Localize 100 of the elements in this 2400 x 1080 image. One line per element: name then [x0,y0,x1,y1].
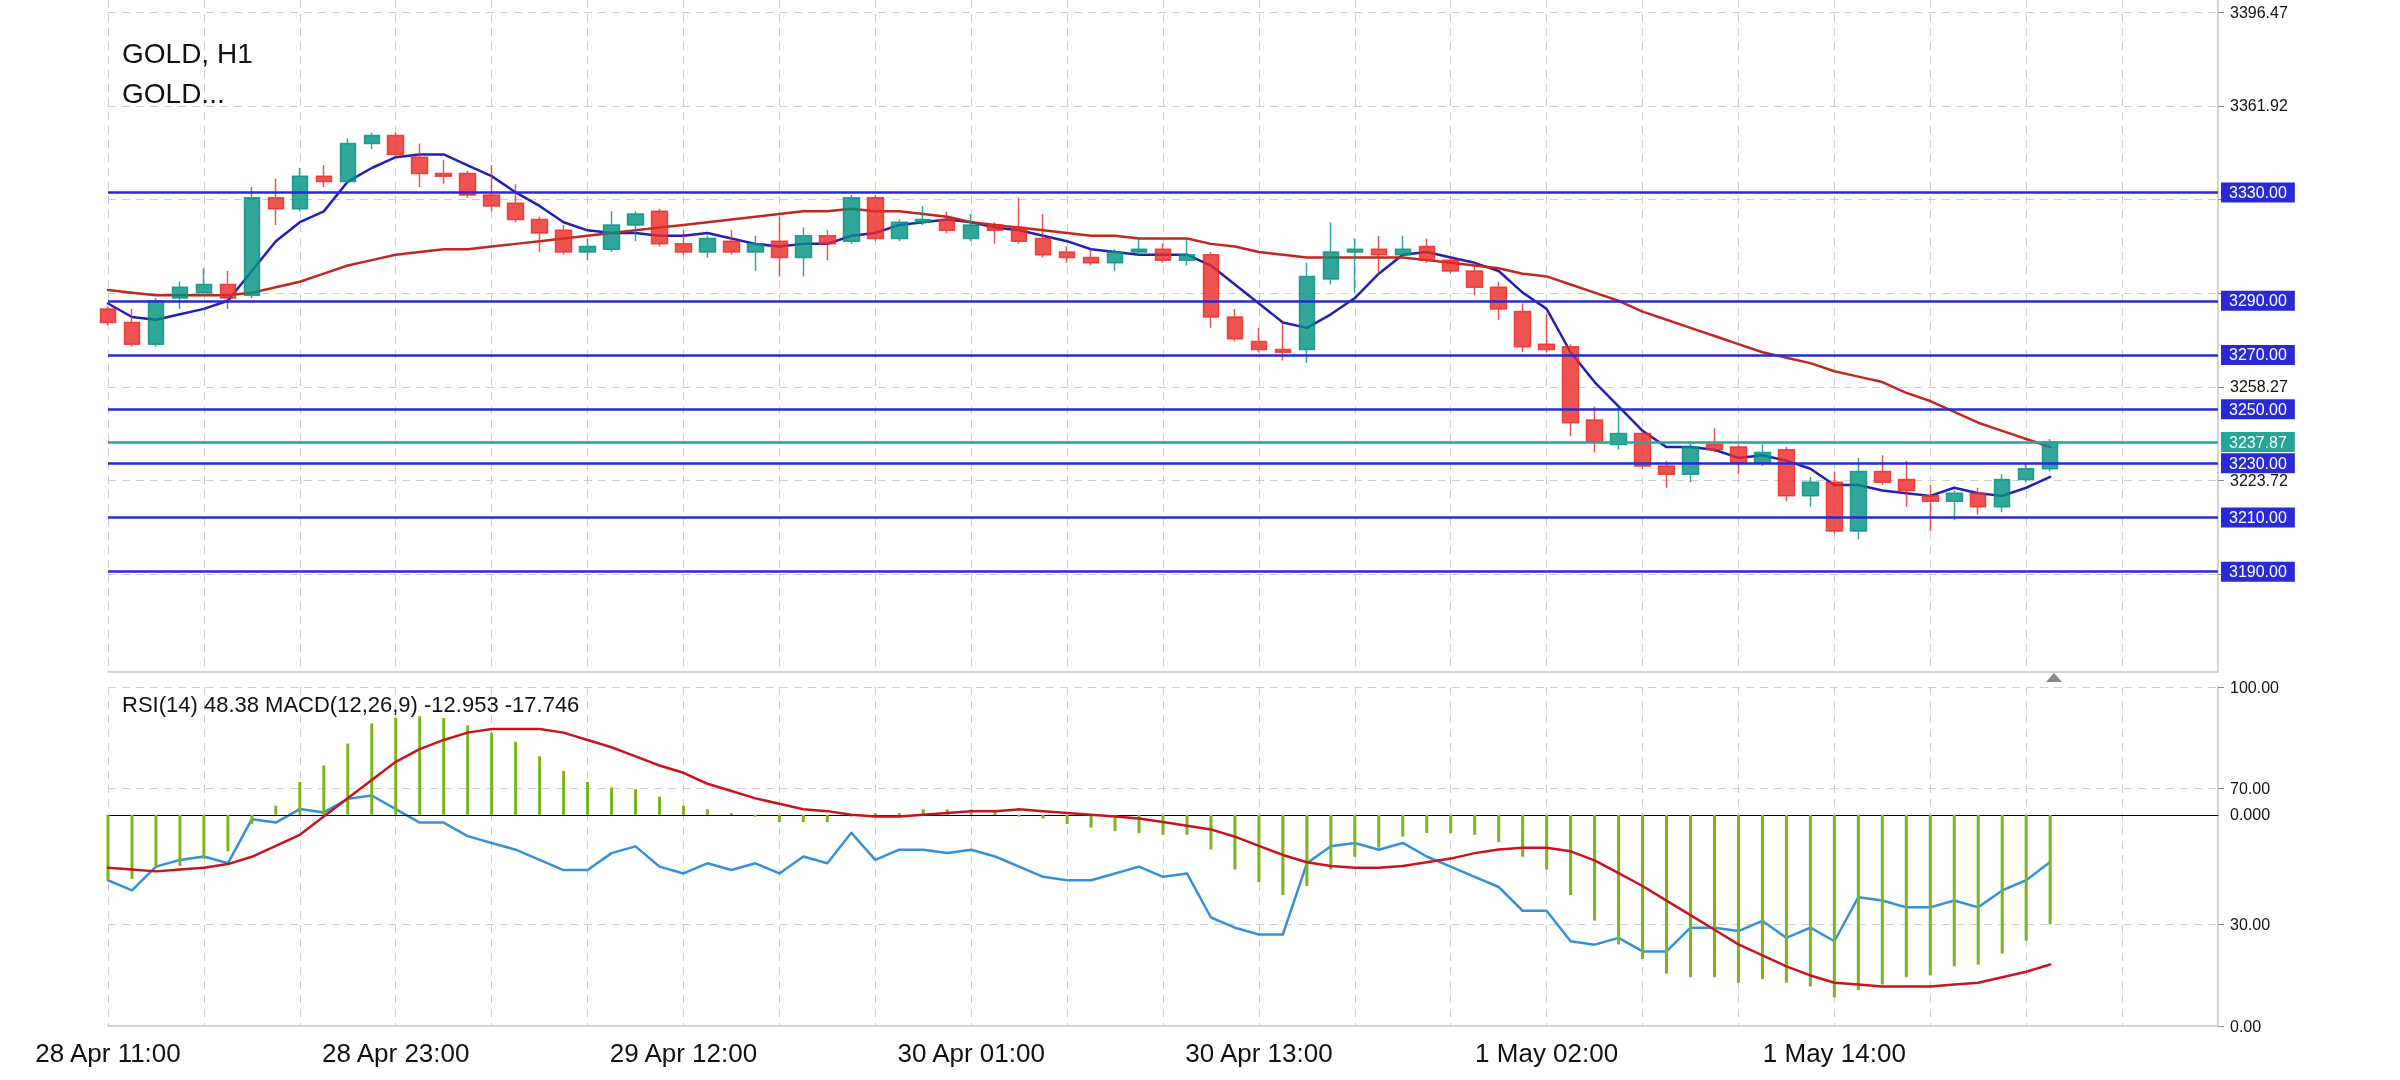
candlestick [1945,489,1964,522]
bar [1617,814,1621,945]
bar [1065,814,1069,824]
ref-line-label: 3237.87 [2229,433,2287,451]
bar [1545,814,1549,870]
x-tick-label: 1 May 14:00 [1762,1038,1906,1068]
bar [1305,814,1309,886]
candlestick [1657,459,1676,489]
candlestick [674,229,693,256]
candlestick [938,210,956,234]
bar [562,770,566,815]
candlestick [866,194,885,242]
bar [298,781,302,815]
candlestick [1993,473,2011,513]
bar [106,814,110,881]
candlestick [1202,251,1220,329]
candlestick [482,164,501,213]
candlestick [1010,197,1028,245]
candlestick [1441,256,1460,275]
candlestick [650,207,669,248]
x-tick-label: 28 Apr 23:00 [321,1038,470,1068]
text: 0.000 [2230,806,2271,824]
bar [586,781,590,815]
candlestick [1561,343,1580,438]
candlestick [1082,248,1100,267]
candlestick [1106,248,1124,272]
candlestick [1969,486,1987,516]
text: GOLD... [122,77,225,109]
bar [1904,814,1908,978]
candlestick [1465,262,1484,297]
bar [825,814,829,823]
candlestick [1801,476,1820,508]
candlestick [1154,243,1172,264]
candlestick [530,216,549,253]
bar [1401,814,1405,837]
candlestick [410,142,429,188]
bar [2024,814,2028,941]
candlestick [1178,237,1196,267]
candlestick [1394,234,1412,259]
y-tick-label: 70.00 [2230,780,2271,798]
bar [514,741,518,815]
ref-line-label: 3250.00 [2229,400,2287,418]
bar [1353,814,1357,857]
bar [466,725,470,815]
x-tick-label: 1 May 02:00 [1475,1038,1619,1068]
bar [394,718,398,815]
candlestick [99,305,117,326]
candlestick [842,194,861,245]
bar [1976,814,1980,965]
x-tick-label: 30 Apr 13:00 [1185,1038,1333,1068]
bar [1329,814,1333,870]
candlestick [195,267,213,297]
candlestick [1705,427,1724,454]
y-tick-label: 3223.72 [2230,471,2288,489]
candlestick [386,132,405,158]
bar [1832,814,1836,998]
ref-line-label: 3330.00 [2229,183,2287,201]
bar [1257,814,1261,883]
bar [1928,814,1932,976]
bar [1233,814,1237,870]
candlestick [578,237,597,261]
bar [801,814,805,823]
candlestick [626,210,645,242]
bar [681,805,685,815]
bar [178,814,182,866]
bar [1281,814,1285,896]
bar [1760,814,1764,980]
ref-line-label: 3230.00 [2229,454,2287,472]
bar [1641,814,1645,959]
y-tick-label: 0.00 [2230,1017,2262,1035]
candlestick [1322,221,1340,286]
bar [226,814,230,852]
bar [610,787,614,815]
candlestick [1370,234,1388,275]
candlestick [123,308,141,348]
candlestick [986,221,1004,245]
bar [490,732,494,815]
candlestick [339,137,357,186]
candlestick [1298,262,1316,364]
candlestick [818,229,837,261]
bar [1736,814,1740,983]
bar [1689,814,1692,978]
candlestick [1873,454,1892,486]
candlestick [1849,457,1868,540]
ref-line-label: 3270.00 [2229,346,2287,364]
bar [634,789,637,815]
candlestick [770,216,789,278]
ref-line-label: 3190.00 [2229,563,2287,581]
candlestick [219,270,237,310]
candlestick [722,229,741,256]
bar [1880,814,1884,985]
candlestick [1250,327,1268,354]
bar [1569,814,1573,896]
y-tick-label: 30.00 [2230,915,2271,933]
bar [1856,814,1860,991]
bar [1808,814,1812,987]
candlestick [890,218,909,242]
candlestick [2017,462,2035,484]
candlestick [1346,237,1364,294]
bar [2048,814,2052,925]
